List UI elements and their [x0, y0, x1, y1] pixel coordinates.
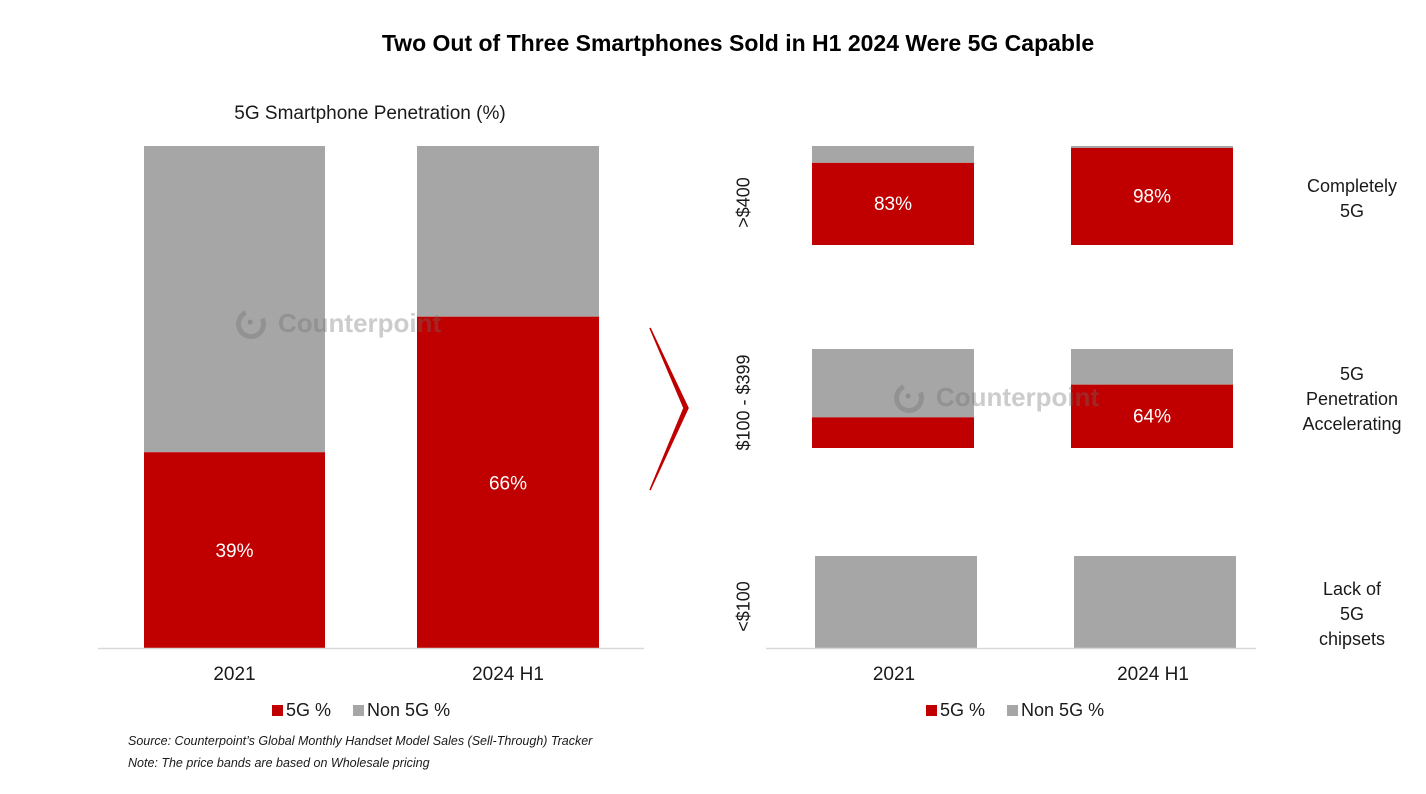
data-label-5g: 64%	[1133, 406, 1171, 427]
data-label-5g: 83%	[874, 194, 912, 215]
bar-non5g-2024-H1	[1071, 146, 1233, 148]
legend-label: 5G %	[940, 700, 986, 720]
legend-item-5g: 5G %	[272, 700, 331, 721]
annotation-line: Penetration	[1305, 389, 1399, 409]
bar-non5g-2021	[144, 146, 325, 453]
bar-5g-2024-H1	[417, 316, 599, 648]
bar-non5g-2021	[815, 556, 977, 648]
price-band-label-mid: $100 - $399	[733, 354, 754, 451]
price-band-label-high: >$400	[733, 177, 754, 228]
annotation-line: 5G	[1339, 201, 1364, 221]
bar-non5g-2021	[812, 349, 974, 418]
annotation-line: chipsets	[1318, 629, 1386, 649]
bar-5g-2021	[812, 417, 974, 448]
x-tick-label: 2024 H1	[1117, 664, 1189, 685]
chevron-right-icon	[649, 327, 689, 491]
annotation-line: Accelerating	[1302, 414, 1402, 434]
pricing-note: Note: The price bands are based on Whole…	[128, 756, 430, 770]
annotation-line: Lack of	[1322, 579, 1382, 599]
bar-non5g-2024-H1	[1074, 556, 1236, 648]
annotation-high: Completely 5G	[1282, 174, 1422, 224]
legend-right: 5G % Non 5G %	[926, 700, 1120, 721]
legend-label: Non 5G %	[1021, 700, 1105, 720]
chart-title: Two Out of Three Smartphones Sold in H1 …	[381, 30, 1095, 56]
legend-swatch-non5g	[353, 705, 365, 716]
annotation-low: Lack of 5G chipsets	[1282, 577, 1422, 652]
annotation-mid: 5G Penetration Accelerating	[1282, 362, 1422, 437]
source-note: Source: Counterpoint’s Global Monthly Ha…	[128, 734, 593, 748]
bar-non5g-2024-H1	[1071, 349, 1233, 385]
annotation-line: 5G	[1339, 364, 1364, 384]
price-band-label-low: <$100	[733, 581, 754, 632]
bar-5g-2021	[144, 452, 325, 648]
x-tick-label: 2024 H1	[472, 664, 544, 685]
data-label-5g: 98%	[1133, 186, 1171, 207]
annotation-line: 5G	[1339, 604, 1364, 624]
data-label-5g: 66%	[489, 473, 527, 494]
x-tick-label: 2021	[213, 664, 255, 685]
legend-item-non5g: Non 5G %	[353, 700, 450, 721]
data-label-5g: 39%	[215, 541, 253, 562]
left-chart-subtitle: 5G Smartphone Penetration (%)	[234, 103, 506, 124]
bar-5g-2024-H1	[1071, 147, 1233, 245]
legend-swatch-non5g	[1007, 705, 1019, 716]
legend-swatch-5g	[926, 705, 937, 716]
legend-item-non5g: Non 5G %	[1007, 700, 1104, 721]
bar-non5g-2024-H1	[417, 146, 599, 317]
bar-non5g-2021	[812, 146, 974, 163]
legend-item-5g: 5G %	[926, 700, 985, 721]
legend-left: 5G % Non 5G %	[272, 700, 466, 721]
x-tick-label: 2021	[873, 664, 915, 685]
bar-5g-2024-H1	[1071, 384, 1233, 448]
legend-label: 5G %	[286, 700, 332, 720]
legend-label: Non 5G %	[367, 700, 451, 720]
annotation-line: Completely	[1306, 176, 1398, 196]
bar-5g-2021	[812, 162, 974, 245]
legend-swatch-5g	[272, 705, 283, 716]
